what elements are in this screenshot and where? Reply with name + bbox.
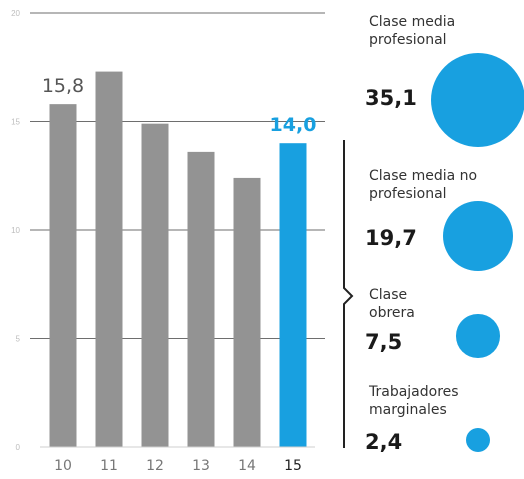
- class-label: profesional: [369, 186, 447, 202]
- x-tick-label: 15: [284, 458, 302, 474]
- share-bubble: [456, 314, 500, 358]
- class-label: obrera: [369, 305, 415, 321]
- class-label: marginales: [369, 402, 447, 418]
- data-label: 14,0: [270, 114, 317, 136]
- share-bubble: [442, 200, 514, 272]
- y-tick-label: 5: [16, 335, 21, 344]
- share-bubble: [431, 53, 524, 147]
- bar: [141, 123, 169, 448]
- y-tick-label: 10: [11, 226, 20, 235]
- share-bubble: [465, 427, 491, 453]
- x-tick-label: 11: [100, 458, 118, 474]
- bar: [187, 151, 215, 447]
- bar: [49, 104, 77, 447]
- x-tick-label: 14: [238, 458, 256, 474]
- class-label: Trabajadores: [369, 384, 459, 400]
- class-label: profesional: [369, 32, 447, 48]
- y-tick-label: 20: [11, 9, 20, 18]
- class-label: Clase media no: [369, 168, 478, 184]
- y-tick-label: 15: [11, 118, 20, 127]
- x-tick-label: 13: [192, 458, 210, 474]
- bracket: [343, 140, 354, 448]
- class-value: 2,4: [365, 430, 403, 454]
- class-label: Clase media: [369, 14, 456, 30]
- class-value: 19,7: [365, 226, 417, 250]
- x-tick-label: 10: [54, 458, 72, 474]
- class-value: 35,1: [365, 86, 417, 110]
- bar: [95, 71, 123, 447]
- class-value: 7,5: [365, 330, 403, 354]
- y-tick-label: 0: [16, 443, 21, 452]
- x-tick-label: 12: [146, 458, 164, 474]
- class-label: Clase: [369, 287, 408, 303]
- data-label: 15,8: [42, 75, 84, 97]
- bar: [279, 143, 307, 447]
- bar: [233, 177, 261, 448]
